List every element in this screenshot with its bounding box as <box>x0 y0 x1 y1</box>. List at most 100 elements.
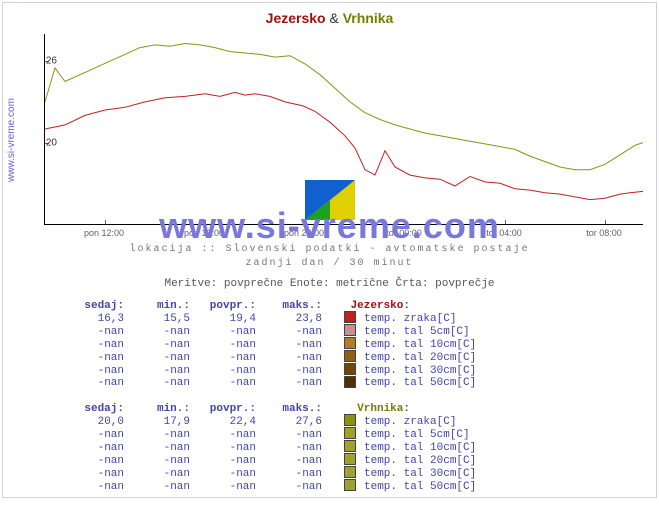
measurement-info-line: Meritve: povprečne Enote: metrične Črta:… <box>0 278 659 290</box>
table-cell: -nan <box>256 352 322 364</box>
measurement-label: temp. tal 10cm[C] <box>364 339 476 351</box>
color-swatch-icon <box>344 427 356 439</box>
table-cell: -nan <box>190 468 256 480</box>
table-cell: -nan <box>58 429 124 441</box>
table-cell: -nan <box>124 468 190 480</box>
table-cell: -nan <box>190 339 256 351</box>
table-header-cell: povpr. <box>190 403 256 415</box>
table-header-cell: povpr. <box>190 300 256 312</box>
table-cell: -nan <box>190 429 256 441</box>
color-swatch-icon <box>344 350 356 362</box>
table-header-cell: sedaj <box>58 403 124 415</box>
table-cell: -nan <box>256 377 322 389</box>
x-tick-mark <box>405 220 406 224</box>
table-cell: 22,4 <box>190 416 256 428</box>
table-cell: 17,9 <box>124 416 190 428</box>
table-cell: -nan <box>256 429 322 441</box>
measurement-label: temp. tal 10cm[C] <box>364 442 476 454</box>
measurement-label: temp. tal 20cm[C] <box>364 352 476 364</box>
measurement-label: temp. tal 50cm[C] <box>364 481 476 493</box>
title-loc1: Jezersko <box>266 10 326 26</box>
table-cell: -nan <box>256 468 322 480</box>
table-cell: -nan <box>124 429 190 441</box>
x-tick-label: tor 08:00 <box>586 228 622 238</box>
measurement-label: temp. tal 5cm[C] <box>364 326 470 338</box>
table-cell: 19,4 <box>190 313 256 325</box>
color-swatch-icon <box>344 479 356 491</box>
data-table: sedajmin.povpr.maks.Vrhnika20,017,922,42… <box>58 403 476 492</box>
table-cell: -nan <box>124 442 190 454</box>
table-cell: -nan <box>190 326 256 338</box>
table-cell: -nan <box>190 365 256 377</box>
measurement-label: temp. tal 5cm[C] <box>364 429 470 441</box>
table-cell: -nan <box>58 481 124 493</box>
table-cell: 15,5 <box>124 313 190 325</box>
table-header-cell: maks. <box>256 300 322 312</box>
table-cell: -nan <box>256 455 322 467</box>
watermark-logo-icon <box>305 180 355 220</box>
table-cell: 27,6 <box>256 416 322 428</box>
table-row: -nan-nan-nan-nantemp. tal 20cm[C] <box>58 454 476 467</box>
table-cell: -nan <box>256 481 322 493</box>
table-cell: -nan <box>58 468 124 480</box>
table-row: -nan-nan-nan-nantemp. tal 30cm[C] <box>58 364 476 377</box>
table-header-cell: maks. <box>256 403 322 415</box>
table-cell: -nan <box>124 455 190 467</box>
color-swatch-icon <box>344 453 356 465</box>
table-header-row: sedajmin.povpr.maks.Vrhnika <box>58 403 476 415</box>
color-swatch-icon <box>344 414 356 426</box>
color-swatch-icon <box>344 440 356 452</box>
table-cell: -nan <box>124 352 190 364</box>
table-cell: -nan <box>58 339 124 351</box>
table-row: -nan-nan-nan-nantemp. tal 10cm[C] <box>58 338 476 351</box>
table-header-cell: sedaj <box>58 300 124 312</box>
table-cell: -nan <box>190 481 256 493</box>
table-cell: 23,8 <box>256 313 322 325</box>
table-cell: -nan <box>58 377 124 389</box>
table-cell: -nan <box>256 365 322 377</box>
table-row: -nan-nan-nan-nantemp. tal 50cm[C] <box>58 480 476 493</box>
table-row: -nan-nan-nan-nantemp. tal 20cm[C] <box>58 351 476 364</box>
source-label-vertical: www.si-vreme.com <box>6 50 20 230</box>
table-cell: -nan <box>124 326 190 338</box>
table-cell: -nan <box>124 377 190 389</box>
table-cell: -nan <box>58 352 124 364</box>
x-tick-label: pon 20:00 <box>284 228 324 238</box>
x-tick-mark <box>205 220 206 224</box>
y-tick-label: 26 <box>27 56 57 67</box>
color-swatch-icon <box>344 324 356 336</box>
x-tick-mark <box>605 220 606 224</box>
measurement-label: temp. zraka[C] <box>364 416 456 428</box>
table-cell: -nan <box>190 352 256 364</box>
table-cell: -nan <box>58 326 124 338</box>
table-cell: -nan <box>58 365 124 377</box>
color-swatch-icon <box>344 311 356 323</box>
table-cell: -nan <box>190 455 256 467</box>
data-table: sedajmin.povpr.maks.Jezersko16,315,519,4… <box>58 300 476 389</box>
series-line-vrhnika <box>45 44 643 170</box>
table-row: -nan-nan-nan-nantemp. tal 50cm[C] <box>58 377 476 390</box>
table-header-cell: min. <box>124 300 190 312</box>
table-cell: -nan <box>124 339 190 351</box>
table-row: -nan-nan-nan-nantemp. tal 5cm[C] <box>58 428 476 441</box>
table-cell: -nan <box>58 442 124 454</box>
table-row: -nan-nan-nan-nantemp. tal 10cm[C] <box>58 441 476 454</box>
subtitle-line-1: lokacija :: Slovenski podatki - avtomats… <box>0 244 659 255</box>
table-cell: -nan <box>124 365 190 377</box>
data-tables-container: sedajmin.povpr.maks.Jezersko16,315,519,4… <box>58 300 476 507</box>
color-swatch-icon <box>344 337 356 349</box>
color-swatch-icon <box>344 376 356 388</box>
x-tick-mark <box>305 220 306 224</box>
x-tick-label: pon 12:00 <box>84 228 124 238</box>
measurement-label: temp. tal 50cm[C] <box>364 377 476 389</box>
color-swatch-icon <box>344 466 356 478</box>
table-header-cell: min. <box>124 403 190 415</box>
title-loc2: Vrhnika <box>343 10 394 26</box>
measurement-label: temp. tal 30cm[C] <box>364 468 476 480</box>
x-tick-mark <box>105 220 106 224</box>
table-cell: -nan <box>256 339 322 351</box>
x-tick-mark <box>505 220 506 224</box>
measurement-label: temp. tal 20cm[C] <box>364 455 476 467</box>
subtitle-line-2: zadnji dan / 30 minut <box>0 258 659 269</box>
table-cell: -nan <box>124 481 190 493</box>
